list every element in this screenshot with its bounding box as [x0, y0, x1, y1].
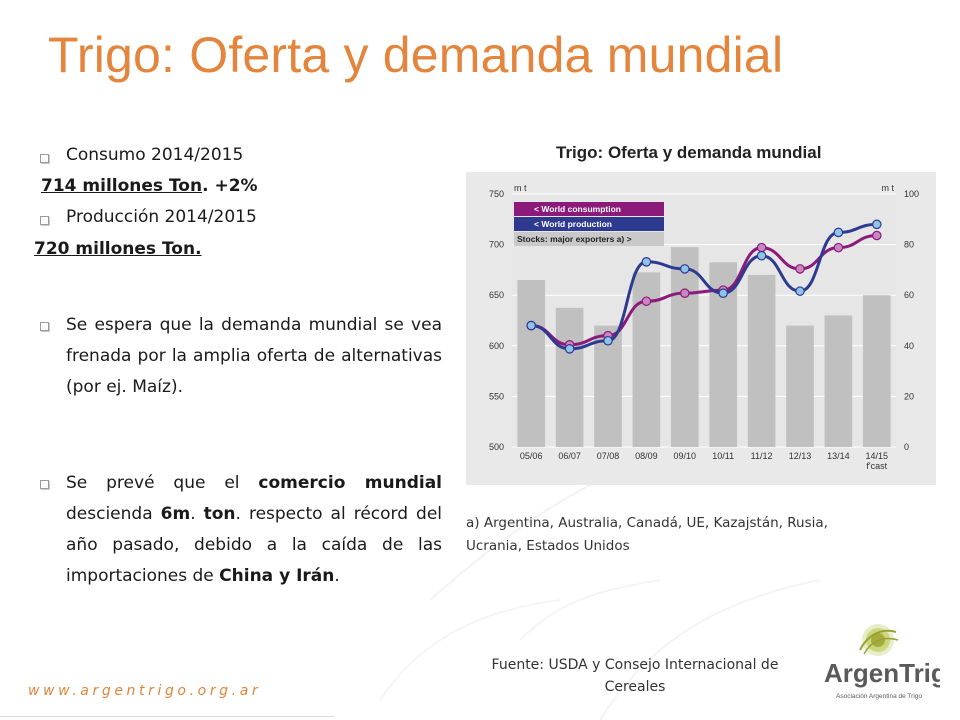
x-tick-label: 05/06 — [520, 451, 543, 461]
production-point — [603, 335, 613, 346]
consumo-value: 714 millones Ton. +2% — [41, 176, 258, 196]
x-tick-label: 09/10 — [674, 451, 697, 461]
production-point — [680, 264, 690, 274]
stocks-bar — [862, 295, 891, 447]
consumption-line — [531, 233, 877, 347]
para2-bold-china-iran: China y Irán — [219, 566, 335, 586]
right-tick-label: 100 — [904, 189, 919, 199]
para2-text: Se prevé que el — [66, 473, 259, 493]
left-tick-label: 650 — [489, 290, 504, 300]
legend-swatch — [514, 232, 664, 246]
produccion-label: Producción 2014/2015 — [66, 207, 257, 227]
para2-text: descienda — [66, 504, 161, 524]
produccion-value: 720 millones Ton. — [34, 239, 202, 259]
page-title: Trigo: Oferta y demanda mundial — [48, 27, 784, 83]
para2-bold-6m: 6m — [160, 504, 191, 524]
chart-footnote: a) Argentina, Australia, Canadá, UE, Kaz… — [466, 515, 828, 554]
bullet-icon — [40, 216, 49, 225]
stocks-bar — [747, 274, 776, 447]
paragraph-comercio: Se prevé que el comercio mundial descien… — [66, 468, 442, 592]
x-tick-label: 10/11 — [712, 451, 734, 461]
production-point — [871, 219, 882, 230]
x-tick-label: 12/13 — [789, 451, 812, 461]
x-tick-label: 06/07 — [558, 451, 581, 461]
production-point — [564, 344, 575, 354]
para2-text: . respecto al récord del año pasado, deb… — [66, 504, 442, 586]
right-tick-label: 0 — [904, 442, 909, 452]
consumption-point — [756, 242, 767, 253]
stocks-bar — [517, 280, 546, 447]
right-tick-label: 80 — [904, 240, 914, 250]
para2-text: . — [334, 566, 340, 586]
paragraph-demanda: Se espera que la demanda mundial se vea … — [66, 315, 442, 397]
stocks-bar — [555, 307, 584, 447]
logo-tagline: Asociación Argentina de Trigo — [836, 693, 922, 700]
left-tick-label: 750 — [489, 189, 504, 199]
argentrigo-logo: ArgenTrigo Asociación Argentina de Trigo — [824, 624, 940, 700]
footer-divider — [0, 716, 334, 717]
x-tick-label: 11/12 — [751, 451, 773, 461]
x-tick-label: 13/14 — [827, 451, 850, 461]
x-tick-label: 08/09 — [635, 451, 658, 461]
production-point — [833, 227, 844, 238]
stocks-bar — [786, 325, 814, 447]
legend-entry: < World production — [534, 219, 612, 229]
bullet-icon — [40, 322, 49, 331]
bullet-icon — [40, 480, 49, 489]
right-axis-unit: m t — [882, 183, 895, 193]
consumption-point — [833, 242, 844, 253]
wheat-logo-icon — [859, 624, 899, 656]
legend-swatch — [514, 217, 664, 231]
left-tick-label: 700 — [489, 240, 504, 250]
chart-panel: 500 550 600 650 700 750 0 20 40 60 80 100 m t m t 05/0… — [466, 172, 936, 485]
left-tick-label: 550 — [489, 391, 504, 401]
stocks-bar — [594, 325, 622, 447]
legend-entry: < World consumption — [534, 204, 621, 214]
production-line — [531, 222, 877, 351]
left-axis-unit: m t — [514, 183, 527, 193]
production-point — [718, 288, 729, 298]
para2-bold-ton: ton — [203, 504, 236, 524]
consumption-point — [680, 288, 690, 298]
website-url[interactable]: www.argentrigo.org.ar — [28, 683, 262, 699]
right-tick-label: 60 — [904, 290, 914, 300]
consumption-point — [871, 230, 882, 241]
production-point — [756, 250, 767, 261]
source-note: Fuente: USDA y Consejo Internacional de … — [491, 657, 779, 695]
production-point — [795, 286, 805, 296]
stocks-bar — [670, 247, 699, 447]
para2-text: . — [190, 504, 204, 524]
production-point — [526, 320, 536, 331]
stocks-bar — [824, 315, 853, 447]
left-tick-label: 600 — [489, 341, 504, 351]
consumo-label: Consumo 2014/2015 — [66, 145, 244, 165]
logo-wordmark: ArgenTrigo — [824, 658, 940, 688]
x-tick-label: 07/08 — [597, 451, 620, 461]
chart-svg: 500 550 600 650 700 750 0 20 40 60 80 100 m t m t 05/0… — [489, 183, 919, 471]
x-tick-label: f'cast — [866, 461, 887, 471]
consumo-value-rest: . +2% — [202, 176, 258, 196]
consumption-point — [795, 264, 805, 274]
x-tick-label: 14/15 — [866, 451, 889, 461]
left-tick-label: 500 — [489, 442, 504, 452]
right-tick-label: 20 — [904, 391, 914, 401]
production-point — [641, 257, 652, 267]
legend-swatch — [514, 202, 664, 216]
right-tick-label: 40 — [904, 341, 914, 351]
consumo-value-underlined: 714 millones Ton — [41, 176, 203, 196]
bullet-icon — [40, 154, 49, 163]
consumption-point — [641, 296, 652, 307]
legend-entry: Stocks: major exporters a) > — [517, 234, 632, 244]
para2-bold-comercio: comercio mundial — [258, 473, 442, 493]
chart-title: Trigo: Oferta y demanda mundial — [556, 143, 822, 162]
